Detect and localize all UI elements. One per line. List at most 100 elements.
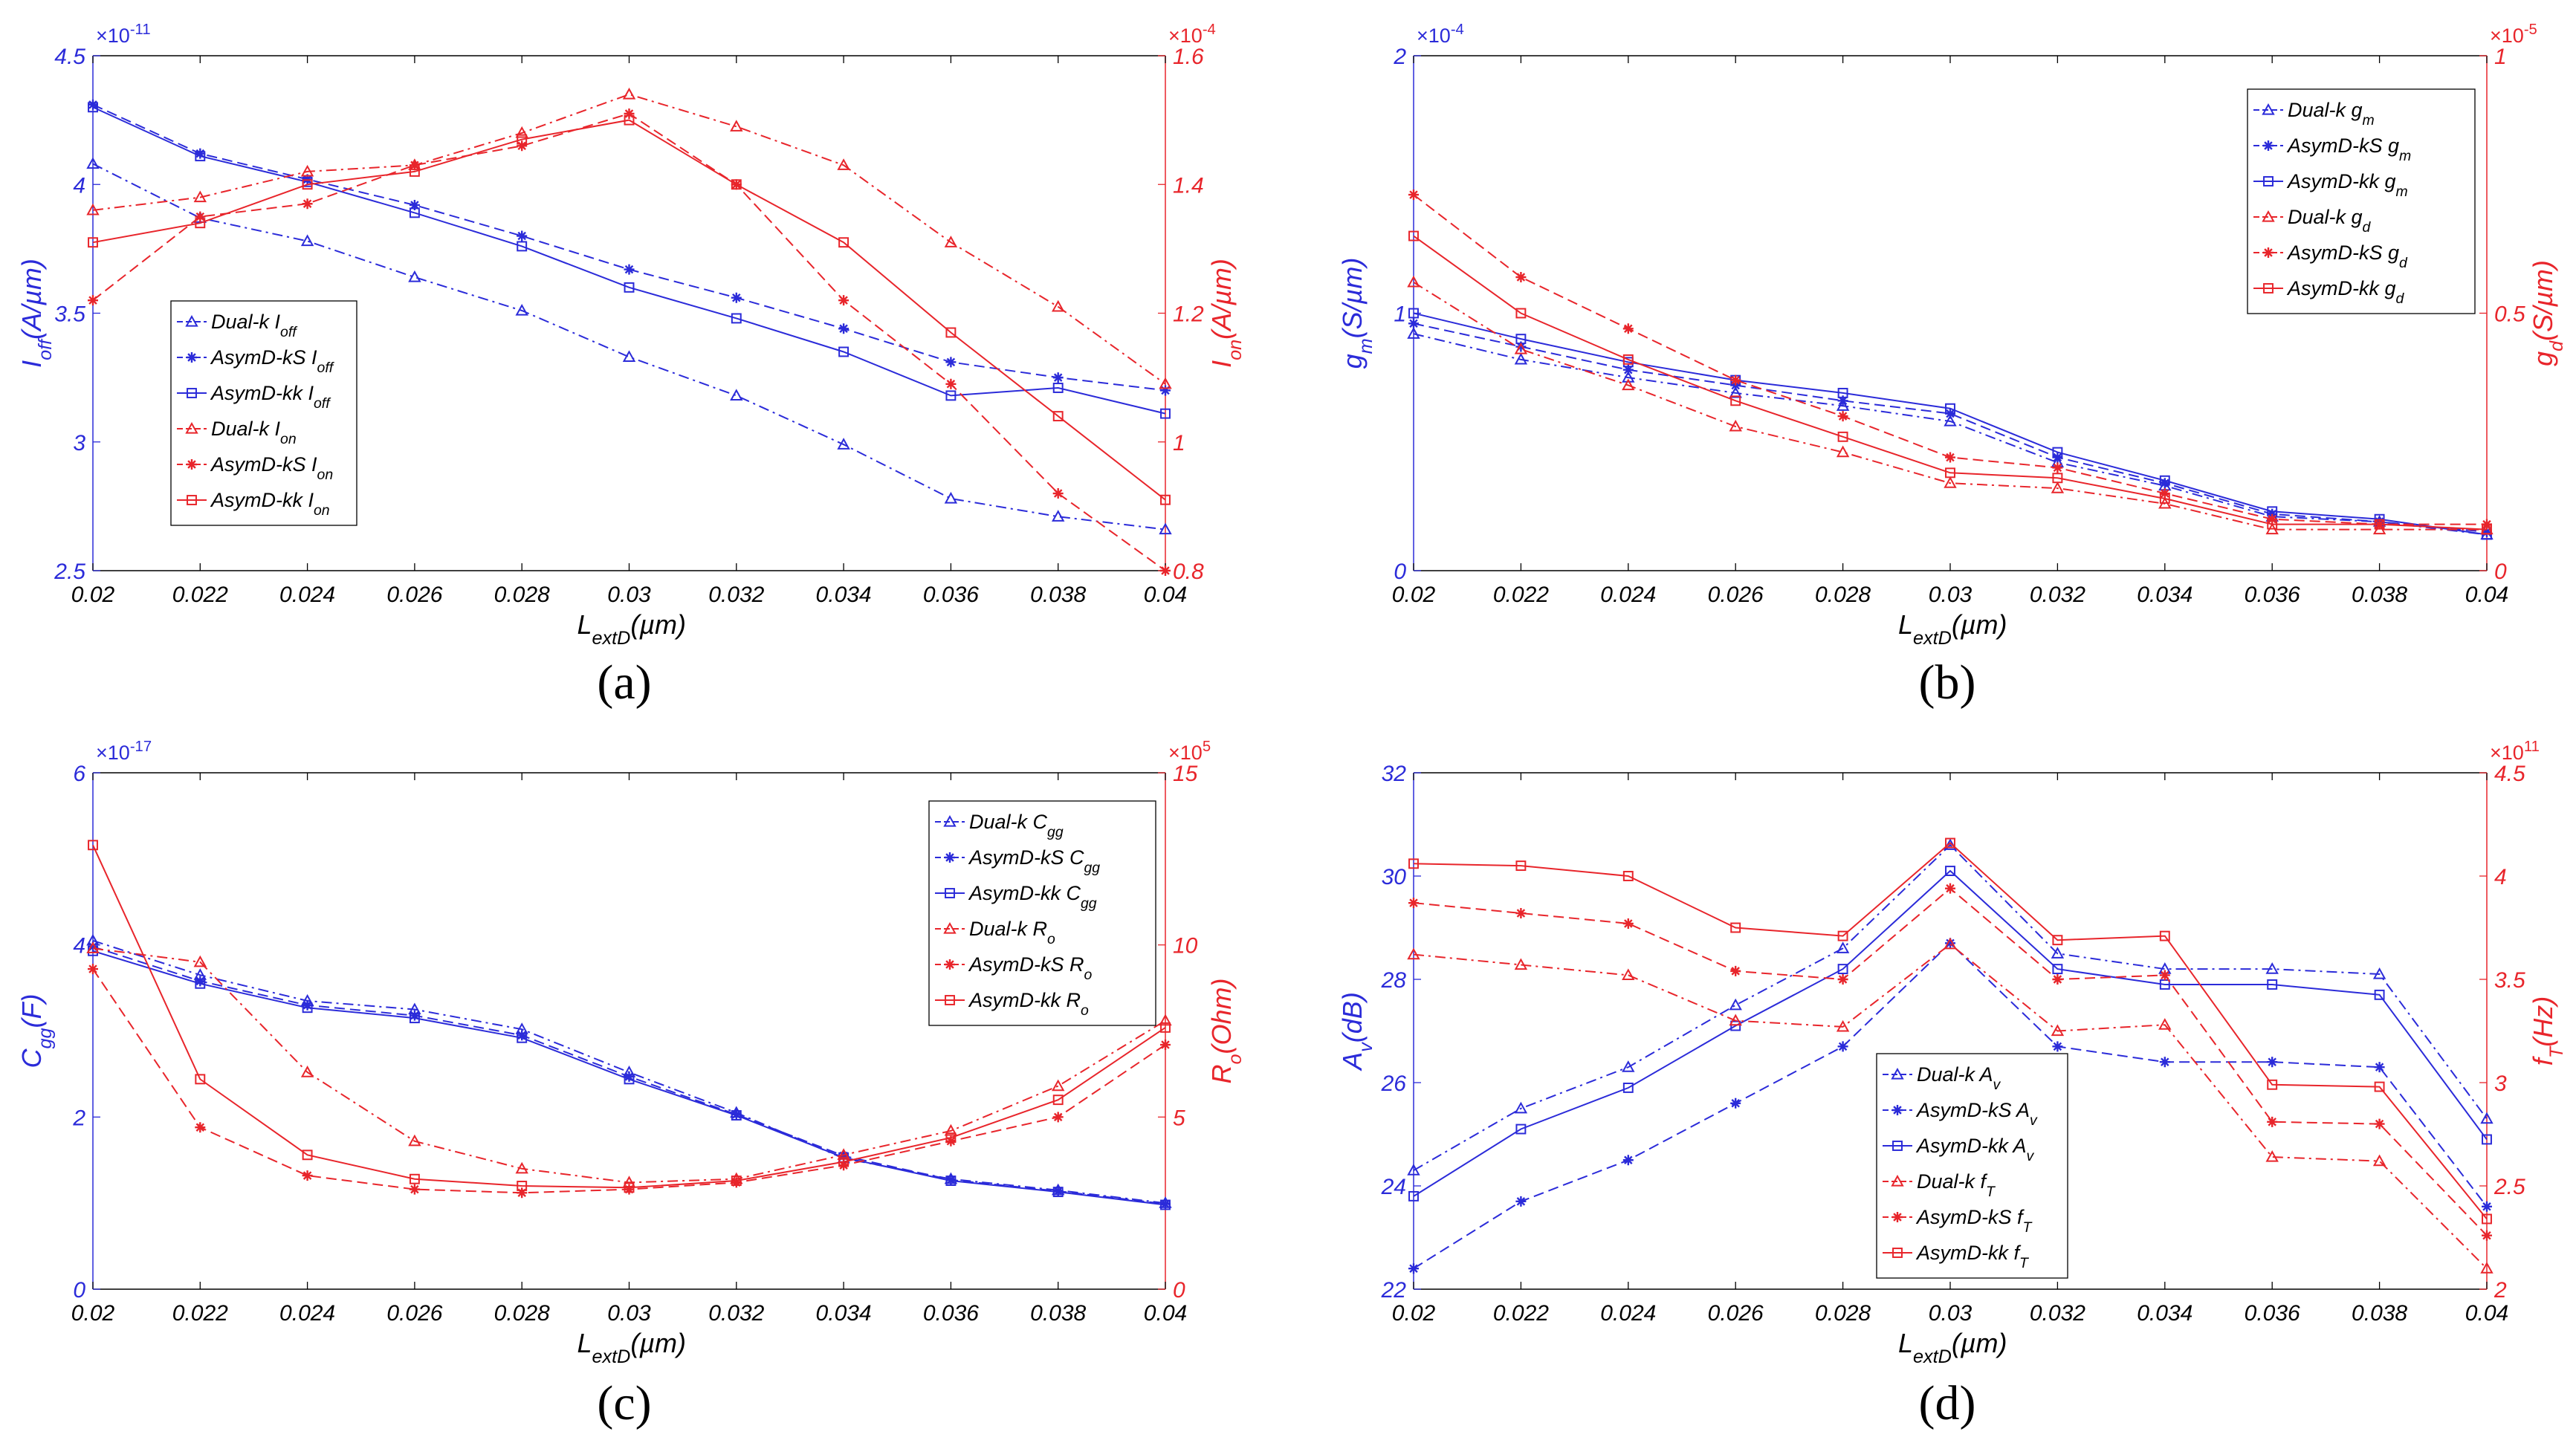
data-point xyxy=(1729,419,1742,432)
data-point xyxy=(2159,970,2170,981)
data-point xyxy=(409,1173,420,1184)
data-point xyxy=(944,236,958,247)
data-point xyxy=(2482,524,2492,535)
left-y-tick-label: 30 xyxy=(1382,865,1407,889)
data-point xyxy=(2159,493,2170,504)
data-point xyxy=(945,390,957,401)
left-y-tick-label: 1 xyxy=(1394,302,1406,327)
legend-marker xyxy=(187,352,197,363)
data-point xyxy=(1837,964,1848,975)
x-tick-label: 0.02 xyxy=(71,583,115,607)
data-point xyxy=(517,1187,528,1199)
chart-panel-d: 0.02 0.022 0.024 0.026 0.028 0.03 0.032 0.034 0.… xyxy=(1337,739,2567,1430)
x-tick-label: 0.038 xyxy=(2352,583,2407,607)
right-y-tick-label: 1 xyxy=(2494,45,2507,69)
data-point xyxy=(2372,1154,2386,1167)
legend-entry: AsymD-kk Av xyxy=(1915,1135,2035,1164)
left-y-tick-label: 32 xyxy=(1382,762,1407,786)
data-point xyxy=(302,198,313,210)
legend-entry: AsymD-kS gm xyxy=(2286,134,2411,164)
data-point xyxy=(409,1010,420,1021)
data-point xyxy=(945,327,957,338)
x-tick-label: 0.024 xyxy=(1600,583,1656,607)
x-tick-label: 0.028 xyxy=(1815,583,1871,607)
x-tick-label: 0.034 xyxy=(816,1301,872,1326)
series-line xyxy=(1413,869,2488,1197)
left-y-axis-label: Av(dB) xyxy=(1337,992,1376,1071)
data-point xyxy=(409,1184,420,1195)
data-point xyxy=(2159,478,2170,489)
legend-entry: AsymD-kS Ro xyxy=(968,953,1093,983)
left-y-tick-label: 28 xyxy=(1381,968,1407,993)
data-point xyxy=(624,1184,635,1195)
data-point xyxy=(517,1032,528,1043)
x-tick-label: 0.026 xyxy=(1708,1301,1764,1326)
data-point xyxy=(2267,519,2278,530)
data-point xyxy=(409,160,420,171)
data-point xyxy=(1836,445,1850,458)
left-y-tick-label: 4.5 xyxy=(54,45,85,69)
data-point xyxy=(2374,1062,2385,1073)
x-tick-label: 0.04 xyxy=(2465,583,2508,607)
data-point xyxy=(1945,837,1955,849)
x-tick-label: 0.036 xyxy=(2245,1301,2300,1326)
right-y-tick-label: 2.5 xyxy=(2494,1175,2525,1199)
data-point xyxy=(300,1066,314,1077)
data-point xyxy=(2052,462,2063,473)
data-point xyxy=(838,237,850,248)
data-point xyxy=(624,108,635,119)
data-point xyxy=(302,1149,313,1161)
data-point xyxy=(838,323,850,334)
x-tick-label: 0.04 xyxy=(1144,1301,1187,1326)
left-y-axis-label: gm(S/µm) xyxy=(1337,258,1376,369)
data-point xyxy=(86,157,100,169)
data-point xyxy=(195,148,206,159)
data-point xyxy=(195,978,206,989)
data-point xyxy=(1945,452,1955,463)
data-point xyxy=(624,1071,635,1082)
legend: Dual-k gm AsymD-kS gm AsymD-kk gm Dual-k gd… xyxy=(2247,88,2476,314)
data-point xyxy=(1837,387,1848,398)
data-point xyxy=(1052,1185,1064,1196)
data-point xyxy=(838,1150,850,1161)
data-point xyxy=(1836,941,1850,953)
legend-entry: Dual-k Ioff xyxy=(211,311,298,340)
left-y-tick-label: 2 xyxy=(72,1106,85,1130)
legend: Dual-k Av AsymD-kS Av AsymD-kk Av Dual-k fT… xyxy=(1876,1053,2068,1279)
data-point xyxy=(1730,965,1741,976)
right-y-tick-label: 15 xyxy=(1173,762,1198,786)
data-point xyxy=(1622,918,1634,929)
data-point xyxy=(1514,1101,1528,1114)
data-point xyxy=(1945,866,1955,876)
data-point xyxy=(731,292,742,303)
right-y-axis-label: fT(Hz) xyxy=(2528,996,2567,1066)
data-point xyxy=(300,164,314,177)
left-y-axis-label: Cgg(F) xyxy=(16,994,56,1069)
data-point xyxy=(1052,1112,1064,1123)
data-point xyxy=(88,295,98,306)
left-axis-multiplier: ×10-17 xyxy=(96,739,152,764)
data-point xyxy=(1408,858,1419,869)
series-line xyxy=(1413,943,2488,1269)
data-point xyxy=(945,1176,957,1186)
legend-entry: AsymD-kS fT xyxy=(1915,1206,2033,1236)
x-tick-label: 0.02 xyxy=(1392,583,1436,607)
x-tick-label: 0.022 xyxy=(172,1301,228,1326)
data-point xyxy=(517,1181,528,1191)
data-point xyxy=(2051,481,2065,493)
x-tick-label: 0.028 xyxy=(494,583,550,607)
x-tick-label: 0.034 xyxy=(2137,583,2192,607)
data-point xyxy=(1159,1014,1172,1026)
legend-box xyxy=(928,800,1156,1026)
data-point xyxy=(838,1160,850,1171)
legend-entry: AsymD-kS Av xyxy=(1915,1099,2038,1129)
legend-entry: Dual-k gd xyxy=(2288,206,2372,236)
left-y-axis-label: Ioff(A/µm) xyxy=(16,259,56,368)
legend-entry: AsymD-kk fT xyxy=(1915,1242,2030,1271)
legend-entry: Dual-k Ion xyxy=(211,418,297,447)
series-line xyxy=(92,93,1166,385)
data-point xyxy=(1515,860,1527,872)
series-line xyxy=(1413,843,2488,1171)
series-3 xyxy=(1407,937,2494,1274)
legend-marker xyxy=(1891,1174,1904,1187)
